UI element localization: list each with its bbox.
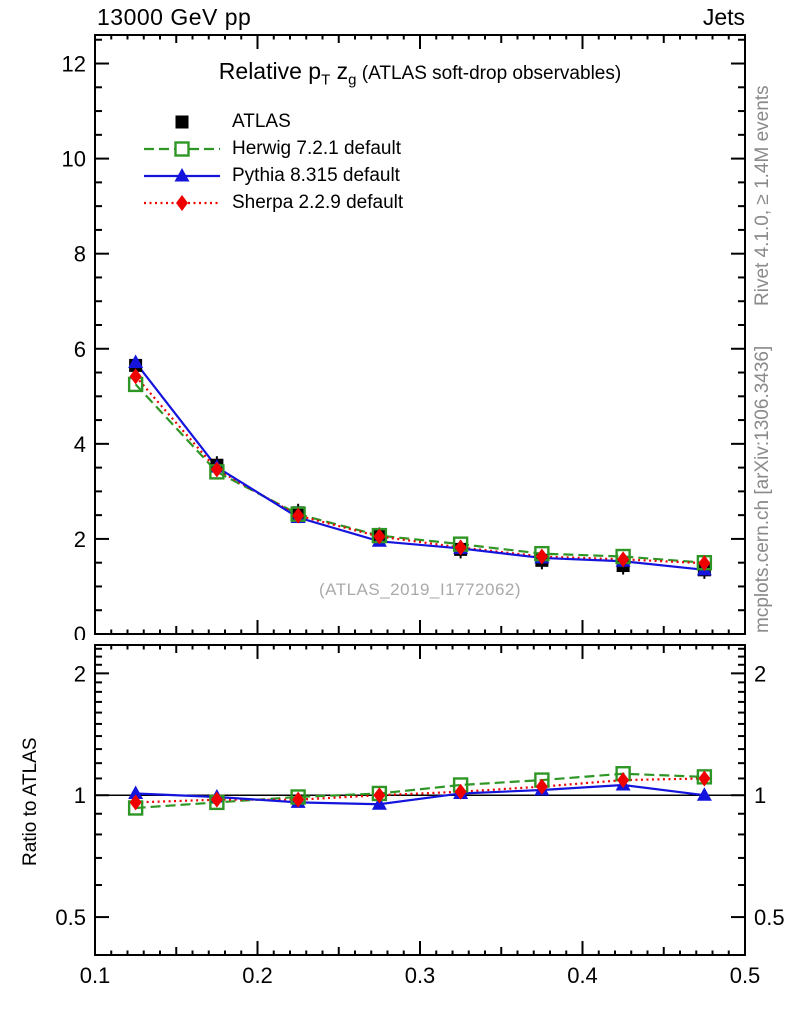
legend-label: Pythia 8.315 default — [232, 164, 400, 186]
legend-label: ATLAS — [232, 110, 291, 132]
analysis-id-watermark: (ATLAS_2019_I1772062) — [318, 580, 522, 599]
ratio-axis-label: Ratio to ATLAS — [20, 737, 41, 867]
x-tick-label: 0.3 — [405, 963, 436, 988]
markers-herwig — [127, 766, 713, 816]
main-y-labels: 0 2 4 6 8 10 12 — [62, 52, 86, 647]
diamond-filled-icon — [144, 194, 220, 211]
x-tick-label: 0.2 — [242, 963, 273, 988]
line-herwig — [135, 772, 705, 810]
line-herwig — [134, 383, 705, 564]
ratio-y-tick-label-left: 2 — [74, 661, 86, 686]
ratio-y-tick-label-left: 1 — [74, 783, 86, 808]
axes: 0.1 0.2 0.3 0.4 0.50.5 0.51 12 2 — [55, 34, 785, 988]
main-y-tick-label: 4 — [74, 432, 86, 457]
title-observable-note: (ATLAS soft-drop observables) — [356, 63, 622, 84]
legend-label: Sherpa 2.2.9 default — [232, 191, 404, 213]
beam-energy-label: 13000 GeV pp — [97, 4, 252, 30]
markers-sherpa — [129, 770, 711, 811]
legend: ATLAS Herwig 7.2.1 default Pythia 8.315 de… — [142, 108, 403, 216]
main-y-tick-label: 6 — [74, 337, 86, 362]
ratio-series — [127, 766, 713, 816]
mcplots-credit-label: mcplots.cern.ch [arXiv:1306.3436] — [752, 345, 773, 633]
main-series — [127, 354, 713, 579]
ratio-y-tick-label-right: 0.5 — [754, 905, 785, 930]
ratio-y-tick-label-right: 2 — [754, 661, 766, 686]
square-filled-icon — [175, 115, 189, 128]
line-sherpa — [134, 375, 705, 565]
legend-item-pythia: Pythia 8.315 default — [142, 162, 403, 189]
ratio-y-tick-label-right: 1 — [754, 783, 766, 808]
x-tick-label: 0.1 — [80, 963, 111, 988]
line-pythia — [135, 783, 705, 806]
line-sherpa — [135, 777, 705, 804]
rivet-version-label: Rivet 4.1.0, ≥ 1.4M events — [752, 85, 773, 306]
x-tick-label: 0.5 — [730, 963, 761, 988]
title-subscript-zg: g — [348, 71, 357, 89]
title-subscript-pt: T — [321, 71, 331, 89]
main-y-tick-label: 2 — [74, 527, 86, 552]
plot-title: Relative pT zg (ATLAS soft-drop observab… — [95, 58, 745, 89]
title-text: Relative p — [218, 58, 322, 84]
main-y-tick-label: 0 — [74, 622, 86, 647]
main-y-tick-label: 12 — [62, 52, 86, 77]
markers-sherpa — [129, 368, 711, 572]
title-text: z — [330, 58, 349, 84]
x-tick-label: 0.4 — [567, 963, 598, 988]
ratio-y-tick-label-left: 0.5 — [55, 905, 86, 930]
triangle-filled-icon — [144, 167, 220, 181]
main-y-tick-label: 10 — [62, 147, 86, 172]
square-open-icon — [144, 140, 220, 157]
line-pythia — [134, 361, 705, 571]
legend-label: Herwig 7.2.1 default — [232, 137, 401, 159]
legend-item-herwig: Herwig 7.2.1 default — [142, 135, 403, 162]
process-label: Jets — [702, 4, 745, 30]
legend-item-sherpa: Sherpa 2.2.9 default — [142, 189, 403, 216]
legend-item-atlas: ATLAS — [142, 108, 403, 135]
main-y-tick-label: 8 — [74, 242, 86, 267]
